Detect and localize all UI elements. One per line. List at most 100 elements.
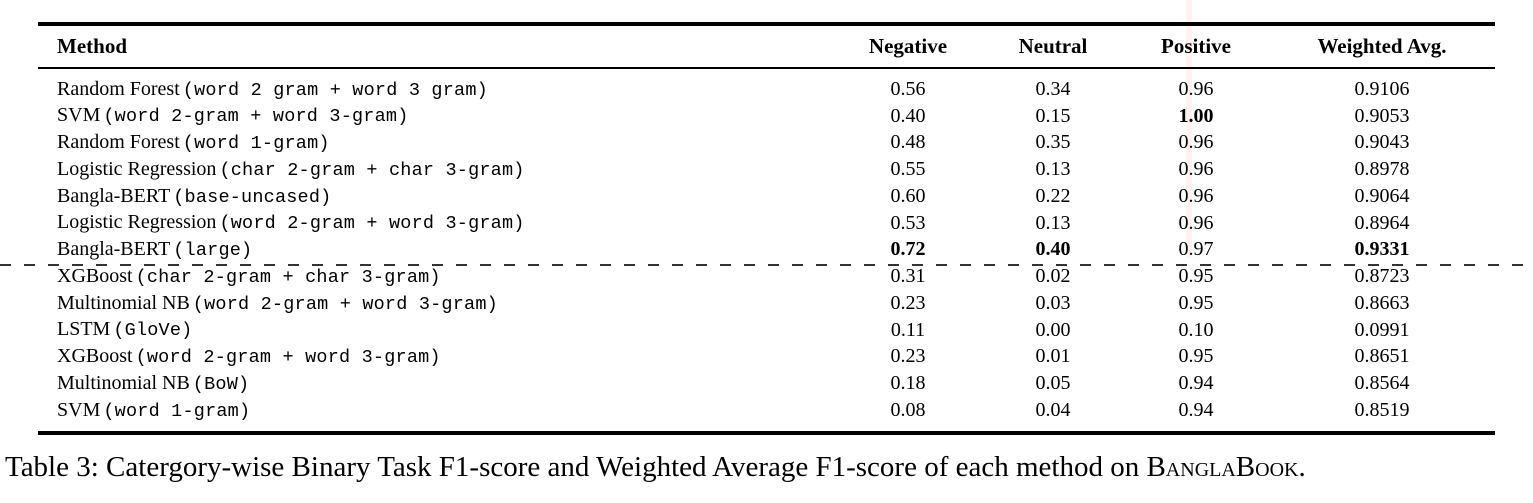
negative-score: 0.31	[890, 265, 926, 288]
method-config: (GloVe)	[113, 320, 193, 342]
negative-score: 0.48	[890, 131, 926, 154]
neutral-score: 0.04	[1035, 398, 1071, 421]
positive-score: 0.10	[1178, 318, 1214, 341]
column-header-neutral: Neutral	[983, 26, 1123, 69]
neutral-score: 0.05	[1035, 372, 1071, 395]
neutral-score: 0.34	[1035, 77, 1071, 100]
method-config: (char 2-gram + char 3-gram)	[219, 159, 525, 181]
method-config: (word 2-gram + word 3-gram)	[103, 106, 409, 128]
neutral-score: 0.40	[1035, 238, 1071, 261]
method-name: Random Forest	[57, 131, 180, 154]
method-name: SVM	[57, 104, 101, 127]
method-cell: Random Forest (word 2 gram + word 3 gram)	[38, 68, 833, 103]
table-row: XGBoost (word 2-gram + word 3-gram) 0.23 0.…	[38, 344, 1495, 371]
neutral-score: 0.13	[1035, 211, 1071, 234]
negative-score: 0.23	[890, 345, 926, 368]
method-name: XGBoost	[57, 264, 133, 287]
table-row: XGBoost (char 2-gram + char 3-gram) 0.31 0.…	[38, 263, 1495, 290]
positive-score: 0.95	[1178, 345, 1214, 368]
positive-score: 0.97	[1178, 238, 1214, 261]
method-name: Random Forest	[57, 77, 180, 100]
method-config: (large)	[173, 240, 253, 262]
column-header-negative: Negative	[833, 26, 983, 69]
positive-score: 0.95	[1178, 291, 1214, 314]
table-row: Random Forest (word 2 gram + word 3 gram)…	[38, 68, 1495, 103]
method-cell: Bangla-BERT (large)	[38, 237, 833, 264]
method-cell: Random Forest (word 1-gram)	[38, 130, 833, 157]
method-config: (BoW)	[192, 373, 250, 395]
negative-score: 0.08	[890, 398, 926, 421]
weighted-score: 0.8663	[1354, 291, 1410, 314]
negative-score: 0.72	[890, 238, 926, 261]
dataset-name: BanglaBook	[1146, 451, 1299, 483]
method-config: (base-uncased)	[173, 186, 332, 208]
method-cell: XGBoost (word 2-gram + word 3-gram)	[38, 344, 833, 371]
method-name: XGBoost	[57, 345, 133, 368]
method-cell: Logistic Regression (char 2-gram + char 3…	[38, 156, 833, 183]
weighted-score: 0.8978	[1354, 158, 1410, 181]
results-table: Method Negative Neutral Positive Weighte…	[38, 26, 1495, 424]
results-table-container: Method Negative Neutral Positive Weighte…	[38, 22, 1495, 435]
neutral-score: 0.02	[1035, 265, 1071, 288]
neutral-score: 0.03	[1035, 291, 1071, 314]
weighted-score: 0.8651	[1354, 345, 1410, 368]
negative-score: 0.60	[890, 184, 926, 207]
weighted-score: 0.8723	[1354, 265, 1410, 288]
table-row: SVM (word 1-gram) 0.08 0.04 0.94 0.8519	[38, 397, 1495, 424]
negative-score: 0.55	[890, 158, 926, 181]
method-cell: Bangla-BERT (base-uncased)	[38, 183, 833, 210]
positive-score: 1.00	[1178, 104, 1214, 127]
neutral-score: 0.22	[1035, 184, 1071, 207]
weighted-score: 0.9106	[1354, 77, 1410, 100]
negative-score: 0.18	[890, 372, 926, 395]
neutral-score: 0.00	[1035, 318, 1071, 341]
method-config: (word 2-gram + word 3-gram)	[135, 347, 441, 369]
neutral-score: 0.35	[1035, 131, 1071, 154]
neutral-score: 0.01	[1035, 345, 1071, 368]
table-row: Random Forest (word 1-gram) 0.48 0.35 0.96 0.…	[38, 130, 1495, 157]
method-name: Multinomial NB	[57, 291, 190, 314]
column-header-positive: Positive	[1123, 26, 1269, 69]
table-row: SVM (word 2-gram + word 3-gram) 0.40 0.15 1.…	[38, 103, 1495, 130]
neutral-score: 0.15	[1035, 104, 1071, 127]
positive-score: 0.94	[1178, 398, 1214, 421]
method-cell: SVM (word 1-gram)	[38, 397, 833, 424]
neutral-score: 0.13	[1035, 158, 1071, 181]
method-name: SVM	[57, 398, 101, 421]
method-config: (word 2-gram + word 3-gram)	[192, 293, 498, 315]
weighted-score: 0.9053	[1354, 104, 1410, 127]
negative-score: 0.23	[890, 291, 926, 314]
method-config: (char 2-gram + char 3-gram)	[135, 266, 441, 288]
method-cell: Multinomial NB (BoW)	[38, 370, 833, 397]
method-name: LSTM	[57, 318, 111, 341]
weighted-score: 0.0991	[1354, 318, 1410, 341]
positive-score: 0.96	[1178, 184, 1214, 207]
method-name: Bangla-BERT	[57, 238, 171, 261]
method-config: (word 2-gram + word 3-gram)	[219, 213, 525, 235]
method-config: (word 2 gram + word 3 gram)	[182, 79, 488, 101]
method-cell: Logistic Regression (word 2-gram + word 3…	[38, 210, 833, 237]
positive-score: 0.96	[1178, 77, 1214, 100]
method-name: Bangla-BERT	[57, 184, 171, 207]
positive-score: 0.94	[1178, 372, 1214, 395]
weighted-score: 0.8964	[1354, 211, 1410, 234]
column-header-method: Method	[38, 26, 833, 69]
negative-score: 0.56	[890, 77, 926, 100]
method-cell: Multinomial NB (word 2-gram + word 3-gram…	[38, 290, 833, 317]
table-row: Logistic Regression (word 2-gram + word 3…	[38, 210, 1495, 237]
method-cell: LSTM (GloVe)	[38, 317, 833, 344]
header-row: Method Negative Neutral Positive Weighte…	[38, 26, 1495, 69]
method-cell: SVM (word 2-gram + word 3-gram)	[38, 103, 833, 130]
method-cell: XGBoost (char 2-gram + char 3-gram)	[38, 263, 833, 290]
positive-score: 0.96	[1178, 158, 1214, 181]
method-config: (word 1-gram)	[103, 400, 251, 422]
negative-score: 0.53	[890, 211, 926, 234]
method-name: Multinomial NB	[57, 371, 190, 394]
positive-score: 0.96	[1178, 211, 1214, 234]
dashed-separator-line	[0, 264, 1533, 267]
table-body: Random Forest (word 2 gram + word 3 gram)…	[38, 68, 1495, 424]
caption-period: .	[1298, 451, 1306, 483]
method-name: Logistic Regression	[57, 157, 217, 180]
table-row: LSTM (GloVe) 0.11 0.00 0.10 0.0991	[38, 317, 1495, 344]
table-row: Bangla-BERT (large) 0.72 0.40 0.97 0.9331	[38, 237, 1495, 264]
